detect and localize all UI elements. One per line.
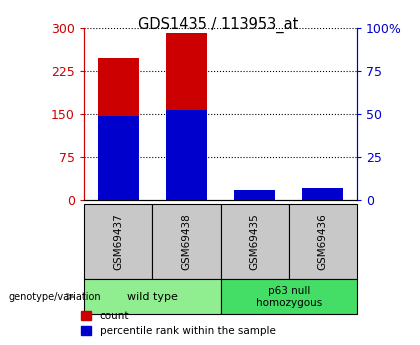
Text: GSM69436: GSM69436	[318, 213, 328, 270]
Text: p63 null
homozygous: p63 null homozygous	[256, 286, 322, 308]
Bar	[302, 188, 344, 200]
Bar	[166, 110, 207, 200]
Bar	[234, 190, 275, 200]
Text: GSM69437: GSM69437	[113, 213, 123, 270]
Text: wild type: wild type	[127, 292, 178, 302]
Text: GSM69435: GSM69435	[249, 213, 260, 270]
Bar	[302, 191, 344, 200]
Text: GSM69438: GSM69438	[181, 213, 192, 270]
Bar	[98, 116, 139, 200]
Text: genotype/variation: genotype/variation	[8, 292, 101, 302]
Bar	[166, 33, 207, 200]
Legend: count, percentile rank within the sample: count, percentile rank within the sample	[81, 311, 276, 336]
Bar	[98, 58, 139, 200]
Text: GDS1435 / 113953_at: GDS1435 / 113953_at	[138, 17, 299, 33]
Bar	[234, 193, 275, 200]
